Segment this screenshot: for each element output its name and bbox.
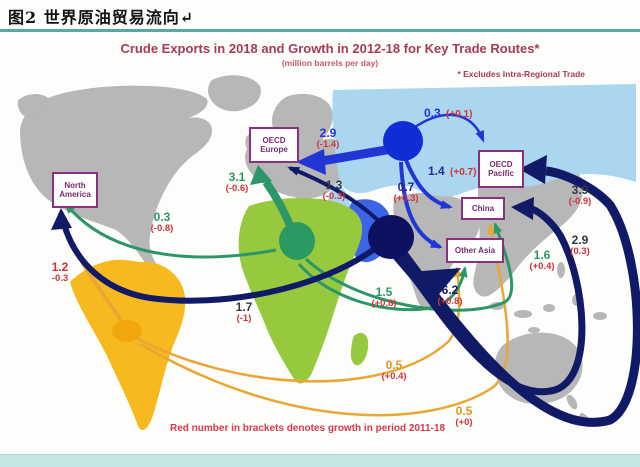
exporter-nodes [112, 121, 423, 342]
flow-label-mideast-northamerica: 1.7 (-1) [235, 300, 253, 324]
flow-label-africa-northamerica: 0.3 (-0.8) [150, 210, 174, 234]
flow-label-mideast-otherasia: 6.2 (+0.8) [437, 283, 463, 307]
region-box-china: China [461, 197, 505, 220]
flow-label-latam-northamerica: 1.2 -0.3 [51, 260, 69, 284]
flow-label-russia-china: 1.4 (+0.7) [428, 164, 477, 178]
flows-green [64, 165, 514, 312]
arrowhead-mideast-north-america [51, 208, 72, 230]
region-box-north-america: North America [52, 172, 98, 208]
flows-blue [296, 113, 485, 249]
region-box-oecd-europe: OECD Europe [249, 127, 299, 163]
page-footer-bar [0, 454, 640, 467]
node-africa [279, 222, 315, 260]
node-middle-east [368, 215, 414, 259]
chart-title: Crude Exports in 2018 and Growth in 2012… [120, 41, 540, 56]
arrowhead-mideast-other-asia [422, 268, 461, 299]
flow-arrow-africa-to-china [304, 222, 514, 312]
continent-north-america [20, 85, 212, 267]
flow-label-africa-europe: 3.1 (-0.6) [225, 170, 249, 194]
flow-arrow-mideast-to-oecd-pacific [398, 166, 640, 427]
flow-arrow-mideast-to-north-america [61, 223, 379, 304]
flow-arrow-mideast-to-other-asia [391, 247, 431, 292]
madagascar [350, 332, 369, 366]
node-russia [383, 121, 423, 161]
flow-label-russia-otherasia: 0.7 (+0.3) [393, 180, 419, 204]
flow-arrow-africa-to-other-asia [297, 263, 468, 312]
flow-label-russia-pacific: 0.3 (+0.1) [424, 106, 473, 120]
region-africa [238, 198, 363, 384]
flow-arrow-africa-to-north-america [64, 202, 277, 259]
arrowhead-mideast-oecd-pacific [519, 155, 547, 184]
region-south-america [70, 259, 186, 431]
chart-subtitle: (million barrels per day) [281, 58, 379, 68]
greenland [208, 75, 261, 112]
growth-footnote: Red number in brackets denotes growth in… [170, 423, 446, 434]
arrowhead-russia-oecd-europe [296, 149, 326, 175]
flow-label-latam-china: 0.5 (+0) [455, 404, 473, 428]
flow-label-africa-otherasia: 1.5 (+0.8) [371, 285, 397, 309]
flow-arrow-mideast-to-oecd-europe [287, 166, 382, 224]
figure-caption: 图2 世界原油贸易流向↵ [8, 8, 195, 27]
flow-arrow-russia-to-oecd-pacific [411, 113, 485, 143]
node-latin-america [112, 320, 142, 342]
flows-navy [51, 155, 640, 427]
region-box-other-asia: Other Asia [446, 238, 504, 263]
flow-label-mideast-europe: 1.3 (-0.3) [322, 178, 346, 202]
alaska [17, 94, 51, 119]
flow-arrow-latam-to-china [139, 223, 509, 417]
flow-arrow-mideast-to-china [395, 205, 586, 396]
flow-arrow-russia-to-china [404, 159, 453, 209]
flow-label-africa-china: 1.6 (+0.4) [529, 248, 555, 272]
flow-label-latam-otherasia: 0.5 (+0.4) [381, 358, 407, 382]
arrowhead-africa-europe [250, 165, 272, 185]
arrowhead-mideast-china [511, 197, 534, 220]
header-divider [0, 29, 640, 32]
new-zealand [566, 394, 578, 410]
flow-arrow-russia-to-other-asia [399, 161, 443, 249]
exclusion-note: * Excludes Intra-Regional Trade [457, 69, 585, 79]
flow-label-mideast-pacific: 3.9 (-0.9) [568, 183, 592, 207]
region-box-oecd-pacific: OECD Pacific [478, 150, 524, 188]
flow-label-mideast-china: 2.9 (0.3) [570, 233, 590, 257]
flow-label-russia-europe: 2.9 (-1.4) [316, 126, 340, 150]
flow-arrow-latam-to-other-asia [135, 266, 463, 383]
